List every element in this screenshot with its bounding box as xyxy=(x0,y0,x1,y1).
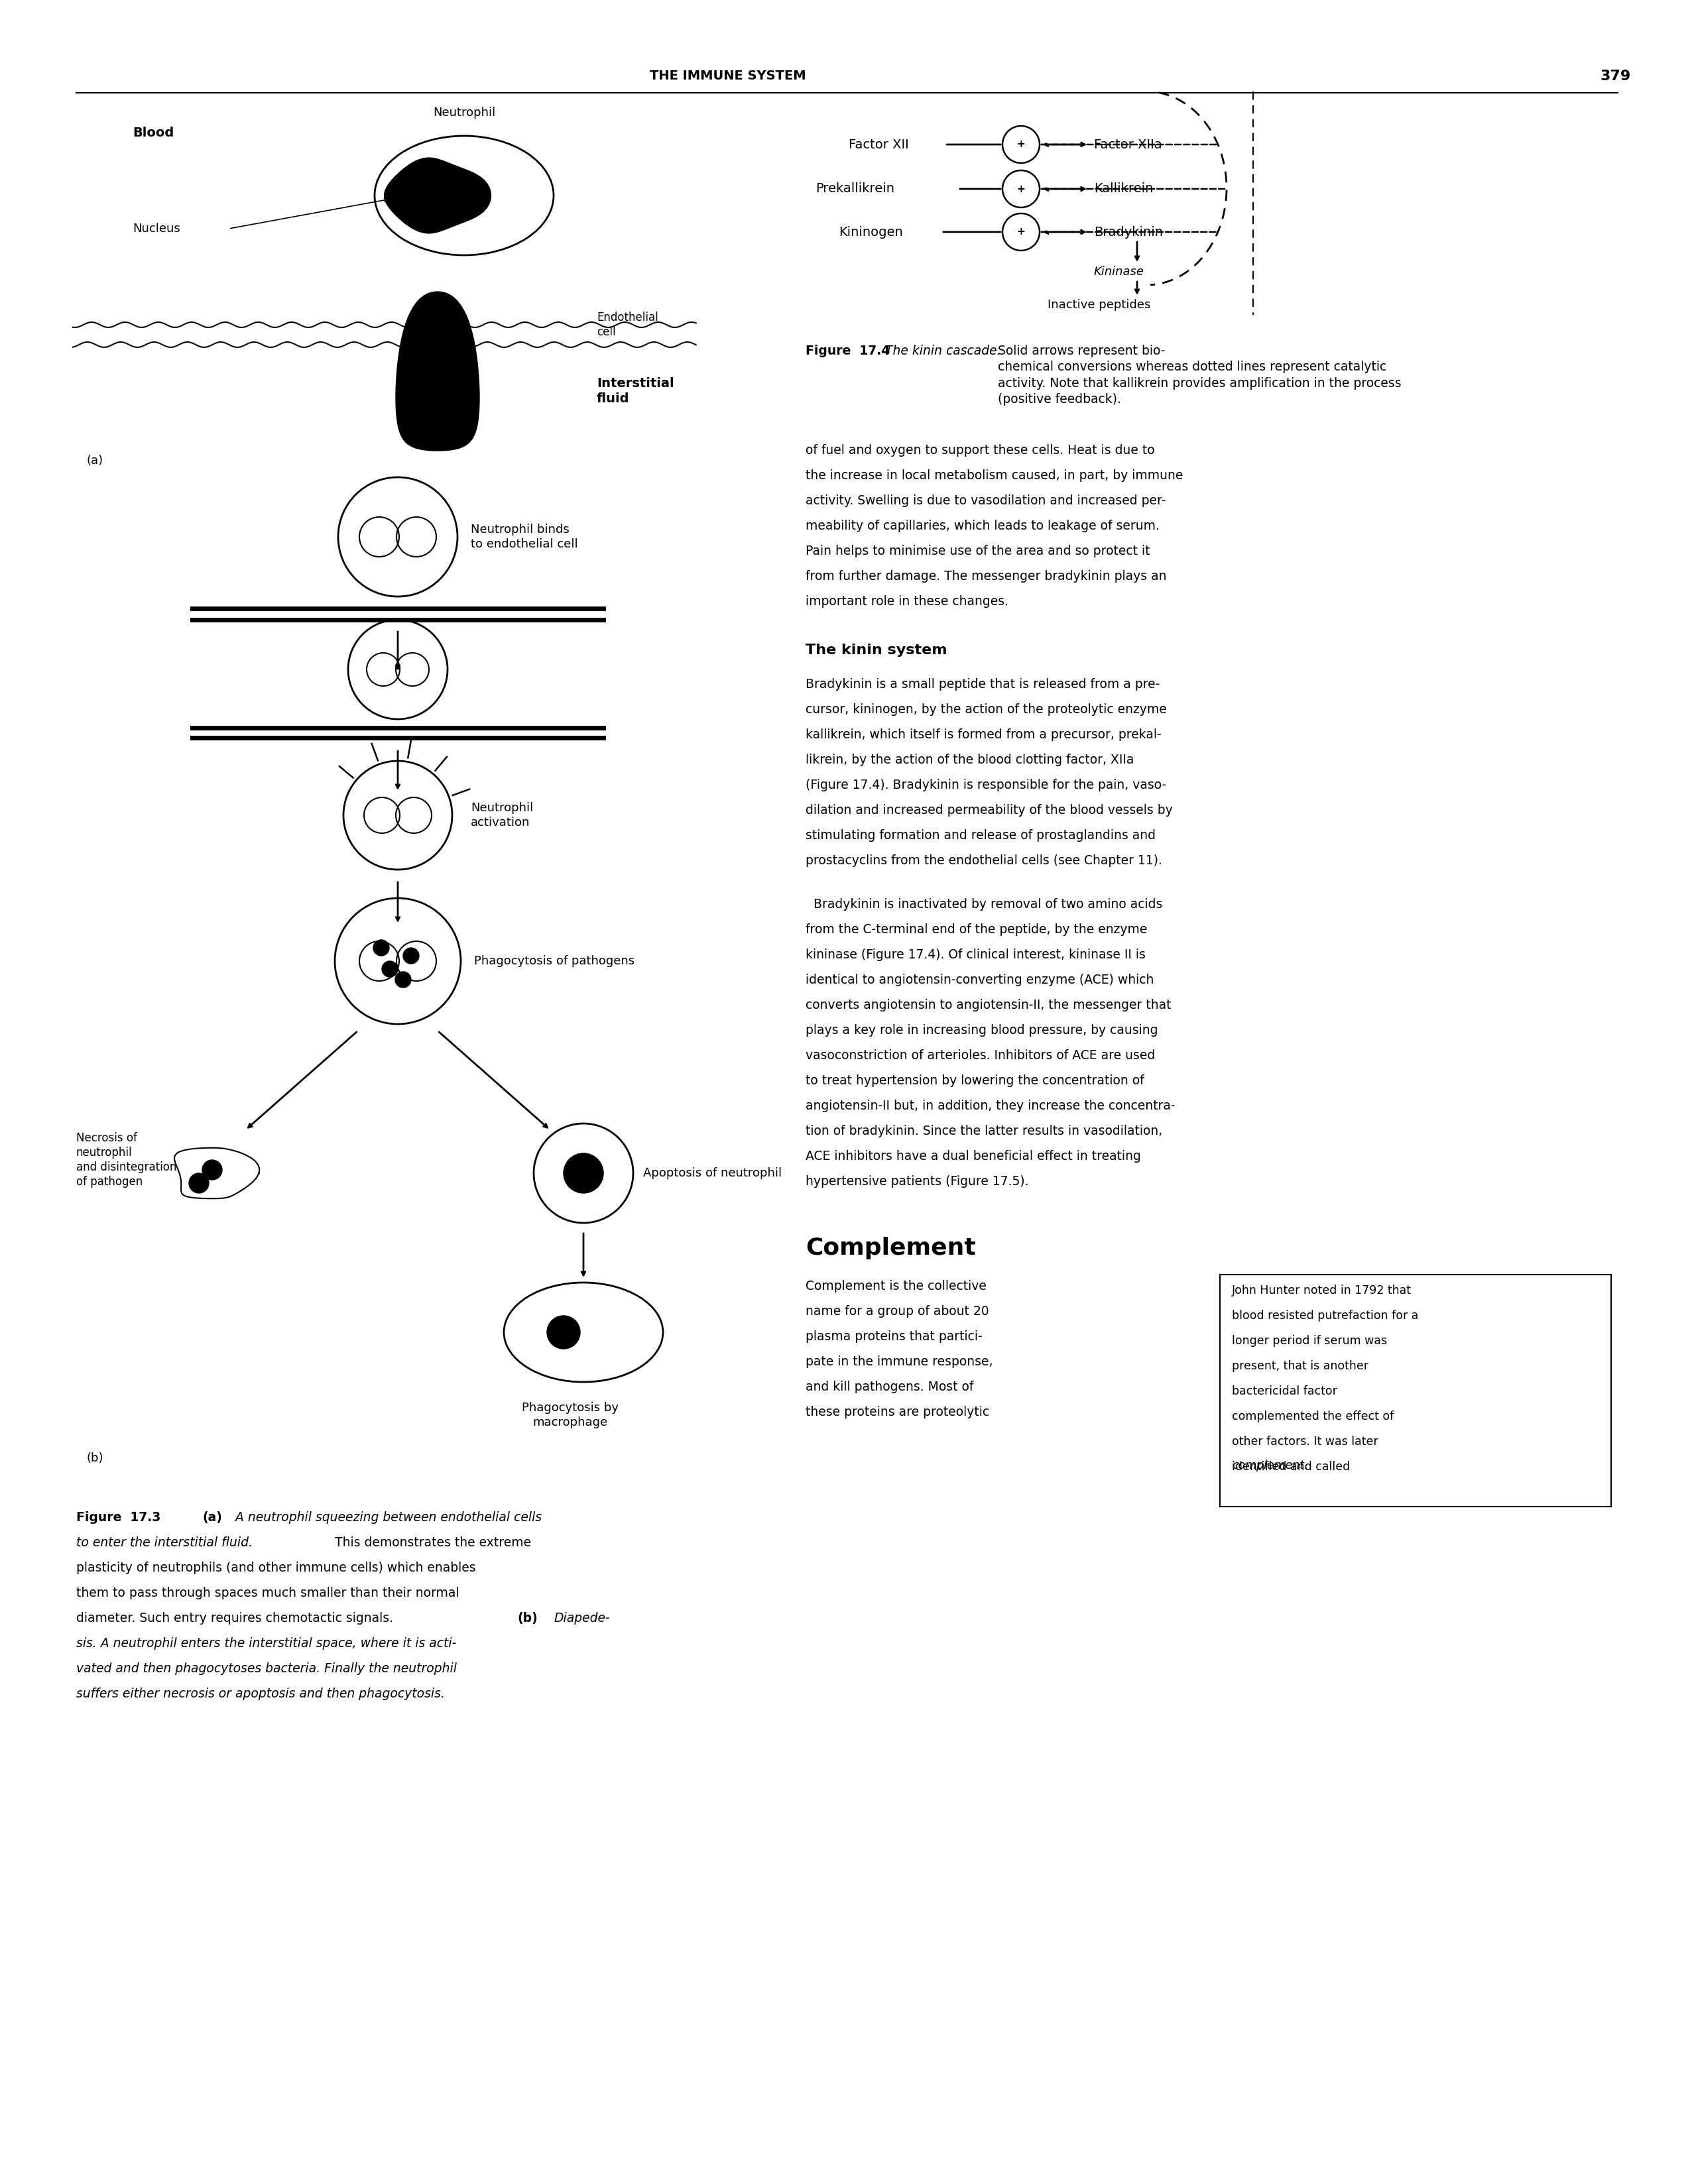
Text: pate in the immune response,: pate in the immune response, xyxy=(805,1356,993,1367)
Text: from the C-terminal end of the peptide, by the enzyme: from the C-terminal end of the peptide, … xyxy=(805,924,1147,937)
Text: Necrosis of
neutrophil
and disintegration
of pathogen: Necrosis of neutrophil and disintegratio… xyxy=(76,1131,176,1188)
Text: (b): (b) xyxy=(86,1452,103,1463)
Text: vated and then phagocytoses bacteria. Finally the neutrophil: vated and then phagocytoses bacteria. Fi… xyxy=(76,1662,457,1675)
Text: +: + xyxy=(1017,140,1025,149)
Text: (a): (a) xyxy=(203,1511,222,1524)
Text: plasticity of neutrophils (and other immune cells) which enables: plasticity of neutrophils (and other imm… xyxy=(76,1562,475,1575)
Text: prostacyclins from the endothelial cells (see Chapter 11).: prostacyclins from the endothelial cells… xyxy=(805,854,1162,867)
Circle shape xyxy=(203,1160,222,1179)
Text: 379: 379 xyxy=(1601,70,1631,83)
Circle shape xyxy=(382,961,398,976)
Text: plays a key role in increasing blood pressure, by causing: plays a key role in increasing blood pre… xyxy=(805,1024,1157,1037)
Text: Bradykinin is inactivated by removal of two amino acids: Bradykinin is inactivated by removal of … xyxy=(805,898,1162,911)
Text: angiotensin-II but, in addition, they increase the concentra-: angiotensin-II but, in addition, they in… xyxy=(805,1099,1176,1112)
Text: +: + xyxy=(1017,183,1025,194)
Text: Phagocytosis by
macrophage: Phagocytosis by macrophage xyxy=(521,1402,619,1428)
Text: This demonstrates the extreme: This demonstrates the extreme xyxy=(335,1535,531,1548)
Text: name for a group of about 20: name for a group of about 20 xyxy=(805,1306,988,1317)
Text: Blood: Blood xyxy=(132,127,174,140)
Text: kininase (Figure 17.4). Of clinical interest, kininase II is: kininase (Figure 17.4). Of clinical inte… xyxy=(805,948,1145,961)
Text: identified and called: identified and called xyxy=(1232,1461,1350,1472)
Text: stimulating formation and release of prostaglandins and: stimulating formation and release of pro… xyxy=(805,830,1156,841)
Text: complement.: complement. xyxy=(1232,1459,1308,1472)
Text: vasoconstriction of arterioles. Inhibitors of ACE are used: vasoconstriction of arterioles. Inhibito… xyxy=(805,1048,1156,1061)
Text: plasma proteins that partici-: plasma proteins that partici- xyxy=(805,1330,983,1343)
Text: kallikrein, which itself is formed from a precursor, prekal-: kallikrein, which itself is formed from … xyxy=(805,729,1161,740)
Text: of fuel and oxygen to support these cells. Heat is due to: of fuel and oxygen to support these cell… xyxy=(805,443,1154,456)
Text: Kininase: Kininase xyxy=(1095,266,1144,277)
Polygon shape xyxy=(396,293,479,450)
Text: hypertensive patients (Figure 17.5).: hypertensive patients (Figure 17.5). xyxy=(805,1175,1029,1188)
Text: Neutrophil: Neutrophil xyxy=(433,107,496,118)
Text: Complement is the collective: Complement is the collective xyxy=(805,1280,986,1293)
Text: Phagocytosis of pathogens: Phagocytosis of pathogens xyxy=(474,954,634,968)
Text: tion of bradykinin. Since the latter results in vasodilation,: tion of bradykinin. Since the latter res… xyxy=(805,1125,1162,1138)
Polygon shape xyxy=(384,157,491,234)
Text: Complement: Complement xyxy=(805,1236,976,1260)
Text: Endothelial
cell: Endothelial cell xyxy=(597,312,658,339)
Text: sis. A neutrophil enters the interstitial space, where it is acti-: sis. A neutrophil enters the interstitia… xyxy=(76,1638,457,1649)
Text: these proteins are proteolytic: these proteins are proteolytic xyxy=(805,1406,990,1417)
Text: present, that is another: present, that is another xyxy=(1232,1361,1369,1372)
Text: Kininogen: Kininogen xyxy=(839,225,904,238)
Text: Neutrophil
activation: Neutrophil activation xyxy=(470,802,533,828)
Text: to treat hypertension by lowering the concentration of: to treat hypertension by lowering the co… xyxy=(805,1075,1144,1088)
Text: Kallikrein: Kallikrein xyxy=(1095,183,1154,194)
Text: other factors. It was later: other factors. It was later xyxy=(1232,1435,1379,1448)
Text: +: + xyxy=(1017,227,1025,236)
Text: dilation and increased permeability of the blood vessels by: dilation and increased permeability of t… xyxy=(805,804,1173,817)
Text: the increase in local metabolism caused, in part, by immune: the increase in local metabolism caused,… xyxy=(805,470,1183,483)
Text: Solid arrows represent bio-
chemical conversions whereas dotted lines represent : Solid arrows represent bio- chemical con… xyxy=(998,345,1401,406)
Text: Pain helps to minimise use of the area and so protect it: Pain helps to minimise use of the area a… xyxy=(805,544,1151,557)
Text: (b): (b) xyxy=(518,1612,538,1625)
Text: to enter the interstitial fluid.: to enter the interstitial fluid. xyxy=(76,1535,252,1548)
Text: diameter. Such entry requires chemotactic signals.: diameter. Such entry requires chemotacti… xyxy=(76,1612,393,1625)
Text: and kill pathogens. Most of: and kill pathogens. Most of xyxy=(805,1380,973,1393)
Text: Prekallikrein: Prekallikrein xyxy=(816,183,895,194)
Text: important role in these changes.: important role in these changes. xyxy=(805,596,1008,607)
Text: them to pass through spaces much smaller than their normal: them to pass through spaces much smaller… xyxy=(76,1588,459,1599)
Text: from further damage. The messenger bradykinin plays an: from further damage. The messenger brady… xyxy=(805,570,1166,583)
Text: Bradykinin: Bradykinin xyxy=(1095,225,1162,238)
Text: converts angiotensin to angiotensin-II, the messenger that: converts angiotensin to angiotensin-II, … xyxy=(805,998,1171,1011)
Text: The kinin system: The kinin system xyxy=(805,644,948,657)
Text: Neutrophil binds
to endothelial cell: Neutrophil binds to endothelial cell xyxy=(470,524,579,550)
Text: activity. Swelling is due to vasodilation and increased per-: activity. Swelling is due to vasodilatio… xyxy=(805,494,1166,507)
Circle shape xyxy=(547,1315,580,1350)
Text: Interstitial
fluid: Interstitial fluid xyxy=(597,378,673,406)
Text: Diapede-: Diapede- xyxy=(553,1612,609,1625)
Circle shape xyxy=(190,1173,208,1192)
Text: longer period if serum was: longer period if serum was xyxy=(1232,1334,1387,1348)
Text: (a): (a) xyxy=(86,454,103,467)
Text: bactericidal factor: bactericidal factor xyxy=(1232,1385,1337,1398)
Text: THE IMMUNE SYSTEM: THE IMMUNE SYSTEM xyxy=(650,70,805,83)
Text: Figure  17.3: Figure 17.3 xyxy=(76,1511,161,1524)
Text: Nucleus: Nucleus xyxy=(132,223,179,234)
Text: meability of capillaries, which leads to leakage of serum.: meability of capillaries, which leads to… xyxy=(805,520,1159,533)
Text: suffers either necrosis or apoptosis and then phagocytosis.: suffers either necrosis or apoptosis and… xyxy=(76,1688,445,1699)
Text: complemented the effect of: complemented the effect of xyxy=(1232,1411,1394,1422)
Text: identical to angiotensin-converting enzyme (ACE) which: identical to angiotensin-converting enzy… xyxy=(805,974,1154,987)
Circle shape xyxy=(403,948,420,963)
Text: A neutrophil squeezing between endothelial cells: A neutrophil squeezing between endotheli… xyxy=(235,1511,541,1524)
Text: Figure  17.4: Figure 17.4 xyxy=(805,345,890,358)
Circle shape xyxy=(396,972,411,987)
Text: Factor XII: Factor XII xyxy=(849,138,909,151)
Text: ACE inhibitors have a dual beneficial effect in treating: ACE inhibitors have a dual beneficial ef… xyxy=(805,1151,1140,1162)
Text: The kinin cascade.: The kinin cascade. xyxy=(885,345,1002,358)
Text: Factor XIIa: Factor XIIa xyxy=(1095,138,1162,151)
Text: John Hunter noted in 1792 that: John Hunter noted in 1792 that xyxy=(1232,1284,1411,1297)
Text: Bradykinin is a small peptide that is released from a pre-: Bradykinin is a small peptide that is re… xyxy=(805,677,1159,690)
Text: (Figure 17.4). Bradykinin is responsible for the pain, vaso-: (Figure 17.4). Bradykinin is responsible… xyxy=(805,780,1166,791)
Text: cursor, kininogen, by the action of the proteolytic enzyme: cursor, kininogen, by the action of the … xyxy=(805,703,1167,716)
Circle shape xyxy=(563,1153,604,1192)
Text: likrein, by the action of the blood clotting factor, XIIa: likrein, by the action of the blood clot… xyxy=(805,753,1134,767)
Text: Apoptosis of neutrophil: Apoptosis of neutrophil xyxy=(643,1166,782,1179)
Circle shape xyxy=(374,939,389,957)
Text: Inactive peptides: Inactive peptides xyxy=(1047,299,1151,310)
Text: blood resisted putrefaction for a: blood resisted putrefaction for a xyxy=(1232,1310,1418,1321)
